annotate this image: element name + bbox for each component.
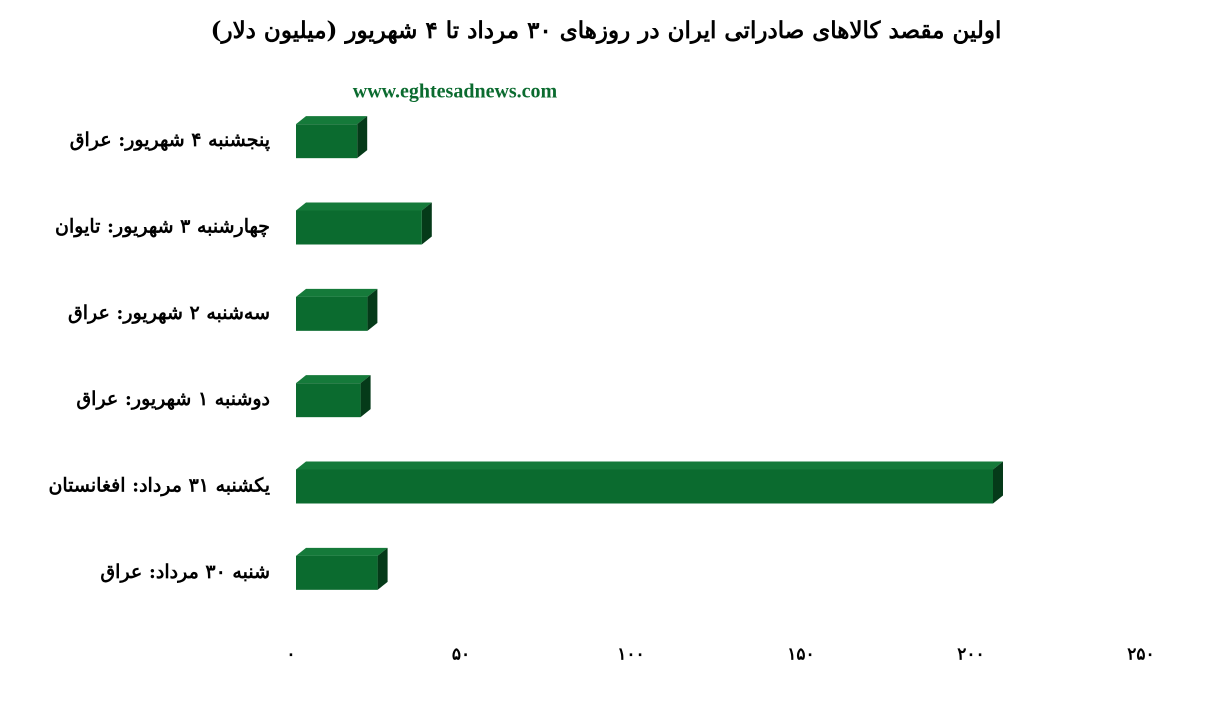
x-tick-label: ۰	[286, 645, 295, 665]
bar-side	[377, 547, 388, 590]
y-tick-label: چهارشنبه ۳ شهریور: تایوان	[55, 216, 270, 238]
bar	[296, 555, 378, 590]
bar-side	[360, 375, 371, 418]
bar	[296, 383, 361, 418]
watermark: www.eghtesadnews.com	[353, 81, 558, 103]
bar-top	[296, 547, 388, 556]
bar-side	[421, 202, 432, 245]
bar-side	[993, 461, 1003, 504]
bar-top	[296, 202, 432, 211]
bar	[296, 210, 422, 245]
bar	[296, 296, 368, 331]
bar-top	[296, 288, 378, 297]
x-tick-label: ۲۰۰	[957, 645, 984, 665]
bar-top	[296, 461, 1003, 470]
x-tick-label: ۵۰	[452, 645, 470, 665]
y-tick-label: شنبه ۳۰ مرداد: عراق	[100, 561, 270, 583]
x-tick-label: ۱۵۰	[787, 645, 814, 665]
y-tick-label: دوشنبه ۱ شهریور: عراق	[76, 388, 270, 410]
bar-side	[367, 288, 378, 331]
y-tick-label: سه‌شنبه ۲ شهریور: عراق	[68, 302, 270, 324]
bar	[296, 469, 993, 504]
bar-top	[296, 375, 371, 384]
x-tick-label: ۱۰۰	[617, 645, 644, 665]
y-tick-label: پنجشنبه ۴ شهریور: عراق	[70, 129, 270, 151]
y-tick-label: یکشنبه ۳۱ مرداد: افغانستان	[48, 475, 270, 497]
bar-side	[357, 116, 368, 159]
bar	[296, 124, 358, 159]
bar-top	[296, 116, 368, 125]
x-tick-label: ۲۵۰	[1127, 645, 1154, 665]
chart-title: اولین مقصد کالاهای صادراتی ایران در روزه…	[211, 17, 1002, 45]
